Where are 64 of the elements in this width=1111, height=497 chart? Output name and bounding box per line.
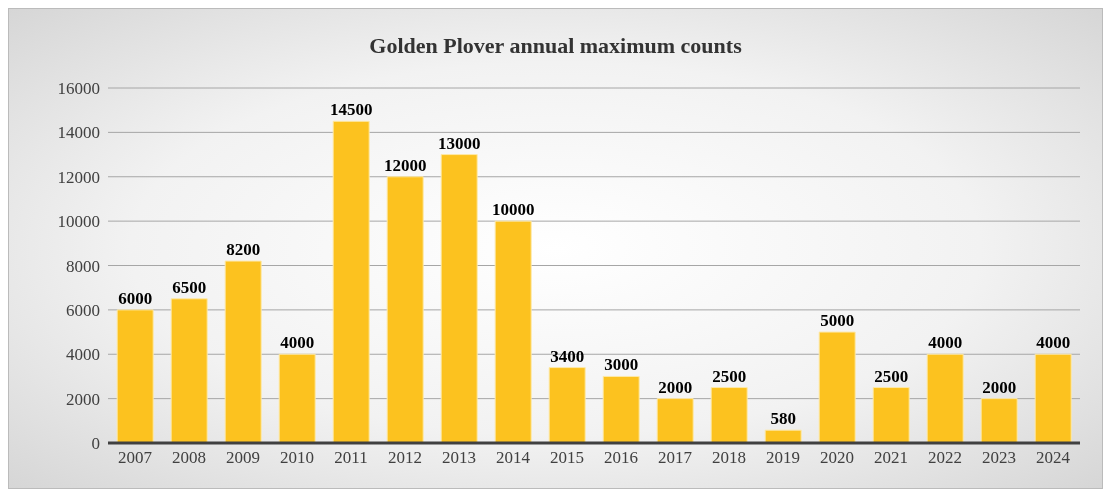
x-tick-label: 2016 [604,448,638,468]
bar [980,398,1018,443]
x-tick-label: 2014 [496,448,531,468]
bar [224,260,262,443]
x-tick-label: 2020 [820,448,854,468]
data-label: 10000 [491,200,535,220]
data-label: 4000 [280,333,315,353]
data-label: 14500 [329,100,373,120]
x-tick-label: 2019 [766,448,800,468]
data-label: 2500 [874,366,909,386]
data-label: 6000 [118,288,153,308]
y-tick-label: 8000 [66,256,100,276]
bar [764,429,802,443]
x-tick-label: 2009 [226,448,260,468]
y-tick-label: 14000 [57,123,100,143]
data-label: 3000 [604,355,639,375]
y-tick-label: 16000 [57,79,100,99]
data-label: 2000 [982,377,1017,397]
bar [170,298,208,443]
bar [818,331,856,443]
x-tick-label: 2024 [1036,448,1071,468]
data-label: 5000 [820,311,855,331]
x-tick-label: 2012 [388,448,422,468]
data-label: 6500 [172,277,207,297]
y-tick-label: 12000 [57,167,100,187]
data-label: 4000 [928,333,963,353]
data-label: 2500 [712,366,747,386]
bar [116,309,154,443]
bar [332,120,370,443]
data-label: 13000 [437,133,481,153]
bar [386,176,424,443]
x-tick-label: 2017 [658,448,693,468]
x-tick-label: 2011 [334,448,368,468]
data-label: 4000 [1036,333,1071,353]
bar [278,353,316,443]
bar [440,154,478,443]
x-tick-label: 2021 [874,448,908,468]
bar [656,398,694,443]
y-tick-label: 6000 [66,300,100,320]
y-tick-label: 10000 [57,212,100,232]
x-tick-label: 2015 [550,448,584,468]
data-label: 12000 [383,155,427,175]
x-tick-label: 2007 [118,448,153,468]
bar [872,387,910,443]
bar [494,220,532,443]
data-label: 580 [770,409,796,429]
bar [602,375,640,443]
bar [548,367,586,443]
x-tick-label: 2013 [442,448,476,468]
data-label: 8200 [226,240,261,260]
bar [710,387,748,443]
y-tick-label: 4000 [66,345,100,365]
data-label: 2000 [658,377,693,397]
bar [1034,353,1072,443]
x-tick-label: 2008 [172,448,206,468]
chart-title: Golden Plover annual maximum counts [368,33,743,59]
x-tick-label: 2010 [280,448,314,468]
x-tick-label: 2018 [712,448,746,468]
y-tick-label: 0 [91,434,100,454]
x-tick-label: 2022 [928,448,962,468]
bar [926,353,964,443]
y-tick-label: 2000 [66,389,100,409]
data-label: 3400 [550,346,585,366]
x-tick-label: 2023 [982,448,1016,468]
